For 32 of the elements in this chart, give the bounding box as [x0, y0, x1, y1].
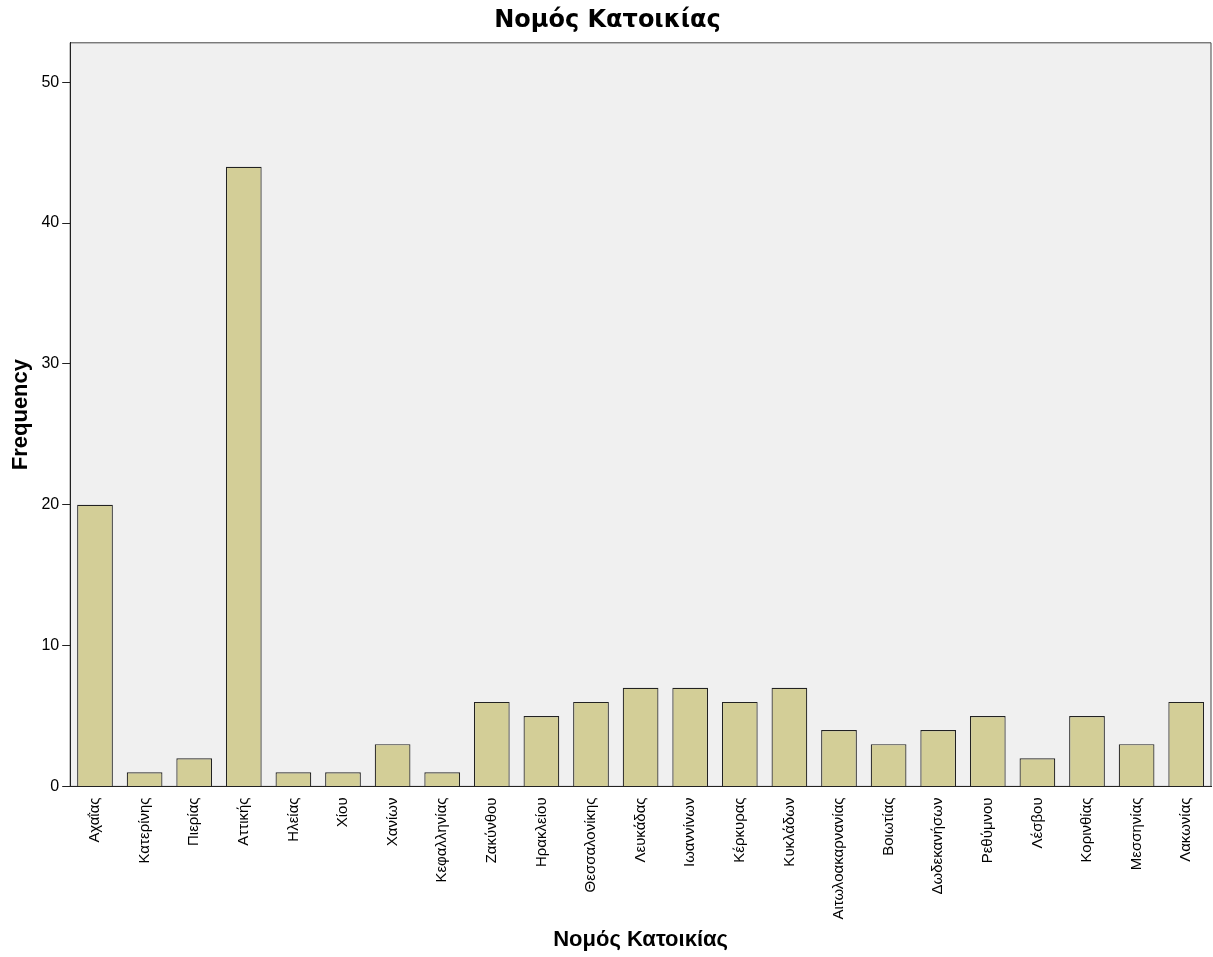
x-tick-label: Ζακύνθου — [481, 797, 499, 864]
x-tick-label: Μεσσηνίας — [1126, 797, 1144, 871]
y-axis-title: Frequency — [7, 358, 33, 471]
y-tick-label: 0 — [50, 776, 60, 794]
x-tick-label: Κέρκυρας — [729, 797, 747, 863]
x-tick-label: Βοιωτίας — [878, 797, 896, 856]
x-tick-label: Κυκλάδων — [779, 797, 797, 867]
y-tick-label: 10 — [41, 635, 60, 653]
x-tick-label: Αχαΐας — [85, 797, 103, 843]
y-tick-label: 50 — [41, 72, 60, 90]
x-tick-label: Πιερίας — [184, 797, 202, 847]
y-tick-label: 40 — [41, 213, 60, 231]
x-tick-label: Ιωαννίνων — [680, 797, 698, 868]
x-tick-label: Κατερίνης — [134, 797, 152, 864]
y-tick-label: 30 — [41, 354, 60, 372]
x-tick-label: Ηρακλείου — [531, 797, 549, 868]
x-tick-label: Κεφαλληνίας — [432, 797, 450, 883]
x-tick-label: Ηλείας — [283, 797, 301, 842]
x-tick-label: Αττικής — [233, 797, 251, 846]
x-tick-label: Χίου — [333, 797, 351, 828]
chart-title: Νομός Κατοικίας — [494, 4, 721, 33]
x-tick-label: Λακωνίας — [1176, 797, 1194, 862]
y-tick-label: 20 — [41, 495, 60, 513]
x-tick-label: Αιτωλοακαρνανίας — [829, 797, 847, 920]
x-tick-label: Λέσβου — [1027, 797, 1045, 849]
x-tick-label: Ρεθύμνου — [977, 797, 995, 864]
x-tick-label: Κορινθίας — [1077, 797, 1095, 863]
x-tick-label: Δωδεκανήσων — [928, 797, 946, 895]
x-tick-label: Θεσσαλονίκης — [581, 797, 599, 893]
x-axis-title: Νομός Κατοικίας — [553, 925, 728, 951]
x-tick-label: Λευκάδας — [630, 797, 648, 863]
x-tick-label: Χανίων — [382, 797, 400, 847]
